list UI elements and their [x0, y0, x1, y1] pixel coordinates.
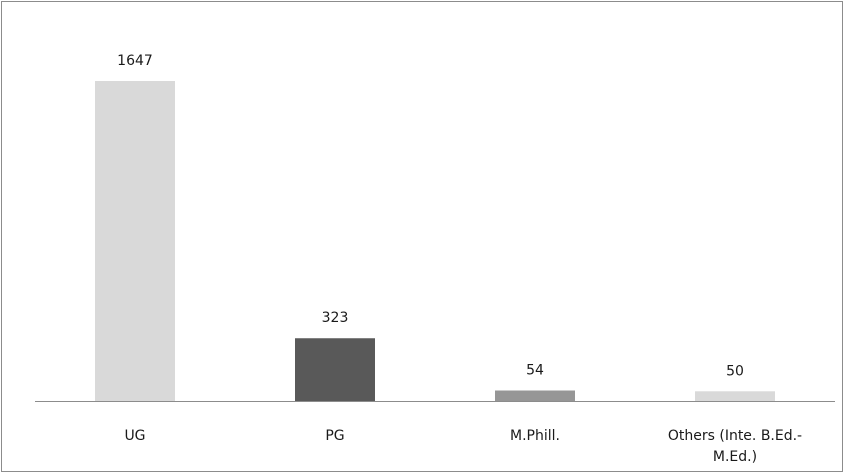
x-tick-label-line: UG: [124, 428, 145, 444]
data-label-1: 323: [322, 310, 349, 326]
x-tick-label-line: M.Phill.: [510, 428, 560, 444]
data-label-0: 1647: [117, 53, 153, 69]
bars-group: [95, 81, 775, 401]
x-tick-label-line: M.Ed.): [713, 449, 757, 465]
bar-2: [495, 390, 575, 401]
x-tick-label-line: PG: [325, 428, 344, 444]
bar-1: [295, 338, 375, 401]
bar-3: [695, 391, 775, 401]
data-label-3: 50: [726, 363, 744, 379]
x-tick-labels-group: UG PG M.Phill. Others (Inte. B.Ed.- M.Ed.): [124, 428, 802, 465]
data-labels-group: 1647 323 54 50: [117, 53, 744, 379]
bar-0: [95, 81, 175, 401]
x-tick-label-0: UG: [124, 428, 145, 444]
x-tick-label-3: Others (Inte. B.Ed.- M.Ed.): [668, 428, 802, 465]
x-tick-label-1: PG: [325, 428, 344, 444]
data-label-2: 54: [526, 363, 544, 379]
x-tick-label-2: M.Phill.: [510, 428, 560, 444]
x-tick-label-line: Others (Inte. B.Ed.-: [668, 428, 802, 444]
